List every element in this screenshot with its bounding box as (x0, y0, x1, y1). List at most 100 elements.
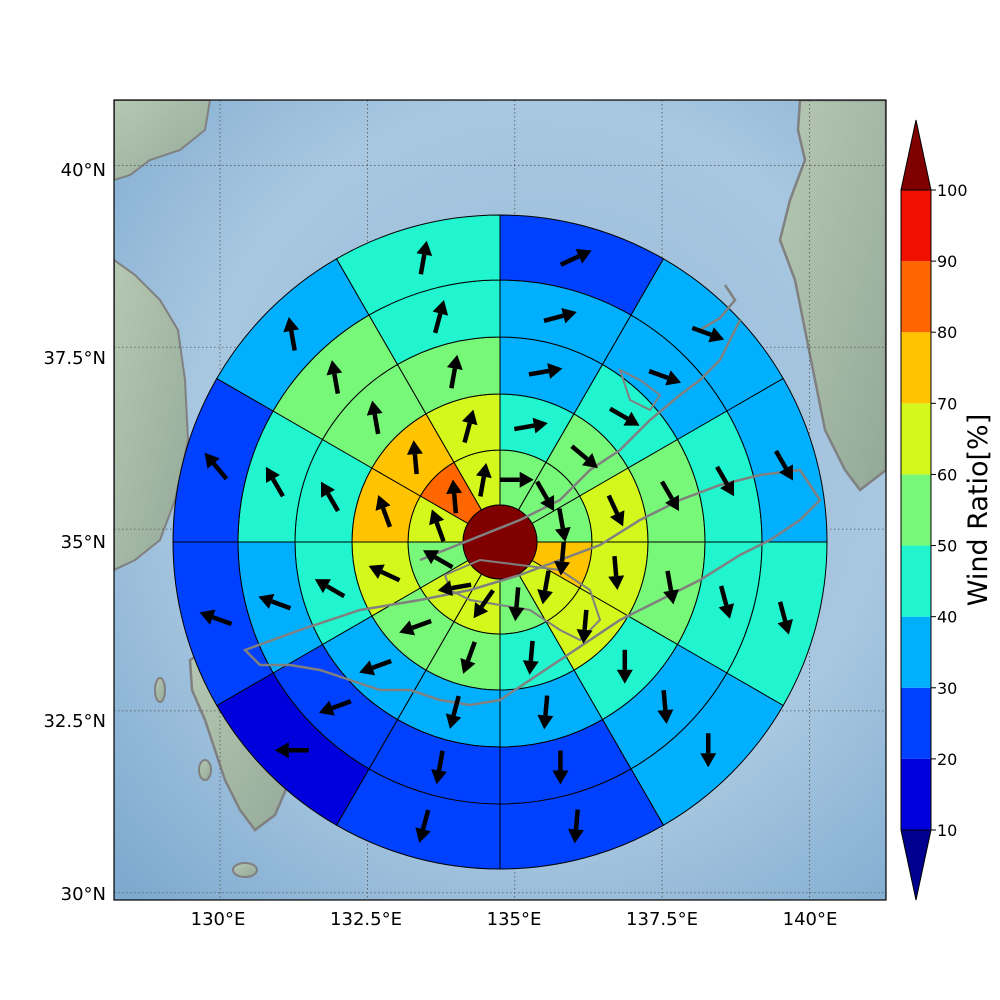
wind-arrow (204, 452, 229, 481)
colorbar-tick-label: 80 (937, 323, 957, 342)
wind-arrow (283, 317, 300, 351)
colorbar-under-extension (900, 829, 932, 901)
wind-arrow (700, 733, 717, 768)
coastline-overlay (242, 284, 822, 707)
sector-grid (172, 214, 828, 870)
colorbar-tick-label: 20 (937, 750, 957, 769)
colorbar-frame (900, 189, 932, 831)
wind-arrow (606, 494, 625, 527)
wind-arrow (508, 587, 525, 622)
wind-arrow (258, 593, 292, 611)
lat-tick-label: 35°N (61, 532, 106, 553)
lat-tick-label: 32.5°N (43, 711, 106, 732)
wind-arrow (475, 462, 492, 497)
colorbar-segment (901, 758, 931, 830)
wind-arrow (422, 550, 454, 570)
wind-arrow (415, 809, 431, 843)
colorbar-segment (901, 332, 931, 404)
wind-arrow (777, 601, 793, 635)
colorbar-tick-label: 100 (937, 181, 968, 200)
colorbar-tick-labels: 10 20 30 40 50 60 70 80 90 100 (931, 181, 968, 840)
wind-arrow (416, 240, 433, 275)
colorbar (900, 119, 932, 901)
wind-arrow (437, 580, 472, 597)
wind-arrow (375, 494, 393, 528)
wind-arrow (537, 570, 553, 605)
colorbar-segment (901, 261, 931, 333)
wind-arrow (406, 440, 423, 475)
lat-tick-label: 37.5°N (43, 348, 106, 369)
colorbar-tick-label: 60 (937, 465, 957, 484)
lon-tick-label: 130°E (191, 909, 246, 930)
wind-arrow (559, 249, 592, 267)
colorbar-tick-label: 30 (937, 679, 957, 698)
wind-arrow (554, 508, 571, 543)
colorbar-label: Wind Ratio[%] (963, 414, 994, 606)
lon-tick-label: 135°E (487, 909, 542, 930)
land-korea (114, 258, 190, 572)
lat-tick-labels: 40°N 37.5°N 35°N 32.5°N 30°N (43, 160, 106, 905)
wind-arrow (265, 466, 285, 498)
colorbar-tick-label: 90 (937, 252, 957, 271)
wind-arrow (368, 564, 401, 583)
land-honshu-east (778, 100, 886, 492)
wind-arrow (366, 400, 383, 435)
wind-arrow (543, 307, 577, 324)
wind-arrow (567, 809, 584, 844)
wind-arrow (608, 555, 625, 590)
colorbar-tick-label: 40 (937, 608, 957, 627)
wind-arrow (657, 689, 674, 725)
wind-arrow (446, 479, 463, 514)
wind-arrow (522, 640, 539, 675)
sector-cell (335, 214, 501, 316)
wind-arrow (537, 695, 554, 730)
wind-arrow (274, 742, 309, 759)
colorbar-segment (901, 545, 931, 617)
land-island (232, 862, 258, 878)
wind-arrow (461, 409, 478, 444)
wind-arrow (513, 417, 548, 434)
map-frame (113, 99, 887, 901)
lon-tick-label: 137.5°E (626, 909, 698, 930)
colorbar-tick-label: 70 (937, 394, 957, 413)
wind-arrow (616, 649, 633, 684)
wind-arrow (326, 360, 343, 395)
wind-arrow (691, 325, 725, 343)
wind-arrow (715, 465, 735, 497)
colorbar-segment (901, 190, 931, 262)
lon-tick-label: 132.5°E (330, 909, 402, 930)
colorbar-segment (901, 616, 931, 688)
wind-arrow (576, 609, 593, 644)
wind-arrow (432, 300, 449, 334)
wind-arrow (718, 585, 735, 619)
wind-arrow (321, 481, 340, 513)
colorbar-tick-label: 50 (937, 537, 957, 556)
lon-tick-label: 140°E (783, 909, 838, 930)
colorbar-segment (901, 687, 931, 759)
wind-arrow (660, 480, 679, 512)
wind-arrow (554, 541, 571, 576)
wind-arrow (460, 641, 477, 674)
land-island (198, 759, 212, 781)
wind-arrow (199, 609, 233, 627)
wind-arrow (446, 354, 463, 389)
wind-arrow (359, 658, 392, 676)
wind-arrow (431, 750, 447, 785)
wind-arrow (570, 444, 598, 469)
wind-arrow (648, 368, 682, 386)
wind-arrow (535, 480, 555, 512)
colorbar-segment (901, 474, 931, 546)
lon-tick-labels: 130°E 132.5°E 135°E 137.5°E 140°E (191, 909, 838, 930)
colorbar-segment (901, 403, 931, 475)
wind-arrow (608, 406, 640, 426)
lat-tick-label: 30°N (61, 884, 106, 905)
colorbar-tick-label: 10 (937, 821, 957, 840)
land-korea-north (114, 100, 212, 182)
wind-arrow (399, 618, 432, 636)
wind-arrow (314, 579, 346, 599)
lat-tick-label: 40°N (61, 160, 106, 181)
wind-arrow (774, 449, 793, 481)
wind-arrow (663, 570, 679, 605)
wind-arrow (318, 699, 352, 716)
